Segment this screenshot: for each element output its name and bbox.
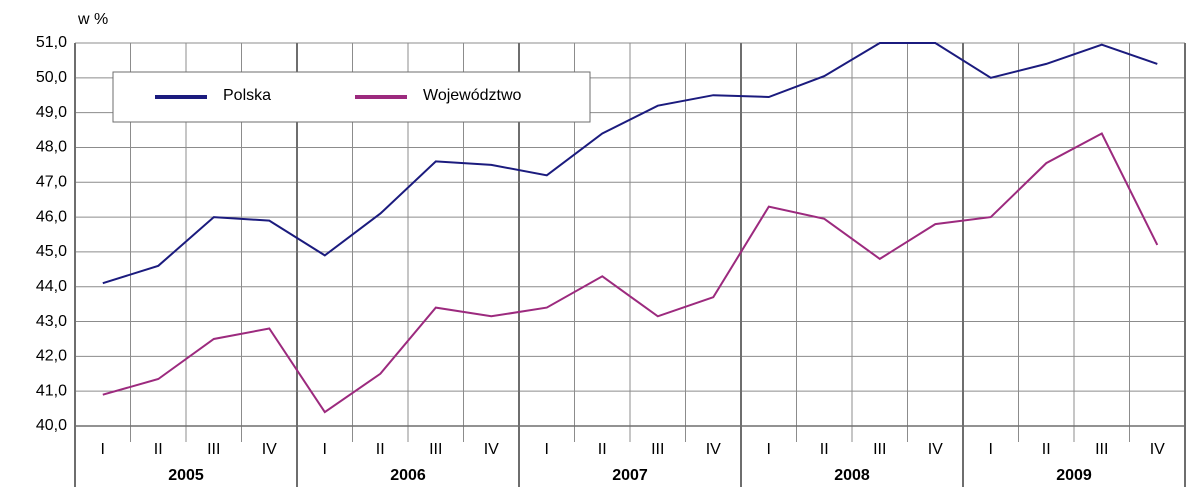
x-tick-label: III — [207, 441, 220, 458]
y-tick-label: 46,0 — [36, 208, 67, 225]
x-tick-label: IV — [262, 441, 277, 458]
x-tick-label: IV — [706, 441, 721, 458]
x-tick-label: II — [598, 441, 607, 458]
x-tick-label: II — [1042, 441, 1051, 458]
x-tick-label: IV — [928, 441, 943, 458]
x-tick-label: IV — [1150, 441, 1165, 458]
legend-label: Polska — [223, 87, 271, 104]
y-tick-label: 47,0 — [36, 173, 67, 190]
year-label: 2009 — [1056, 467, 1092, 484]
year-label: 2008 — [834, 467, 870, 484]
series-line — [102, 132, 1159, 414]
x-tick-label: I — [767, 441, 771, 458]
x-tick-label: IV — [484, 441, 499, 458]
x-tick-label: I — [323, 441, 327, 458]
y-tick-label: 48,0 — [36, 139, 67, 156]
x-tick-label: III — [1095, 441, 1108, 458]
y-tick-label: 42,0 — [36, 348, 67, 365]
y-axis-label: w % — [77, 11, 108, 28]
y-tick-label: 50,0 — [36, 69, 67, 86]
x-tick-label: II — [154, 441, 163, 458]
x-tick-label: I — [545, 441, 549, 458]
x-tick-label: I — [101, 441, 105, 458]
x-tick-label: III — [429, 441, 442, 458]
x-tick-label: III — [873, 441, 886, 458]
x-tick-label: I — [989, 441, 993, 458]
y-tick-label: 51,0 — [36, 34, 67, 51]
y-tick-label: 44,0 — [36, 278, 67, 295]
legend-label: Województwo — [423, 87, 522, 104]
y-tick-label: 45,0 — [36, 243, 67, 260]
year-label: 2005 — [168, 467, 204, 484]
x-tick-label: III — [651, 441, 664, 458]
y-tick-label: 41,0 — [36, 382, 67, 399]
y-tick-label: 49,0 — [36, 104, 67, 121]
y-tick-label: 40,0 — [36, 417, 67, 434]
x-tick-label: II — [376, 441, 385, 458]
series-line — [102, 42, 1158, 285]
year-label: 2006 — [390, 467, 426, 484]
year-label: 2007 — [612, 467, 648, 484]
x-tick-label: II — [820, 441, 829, 458]
y-tick-label: 43,0 — [36, 313, 67, 330]
